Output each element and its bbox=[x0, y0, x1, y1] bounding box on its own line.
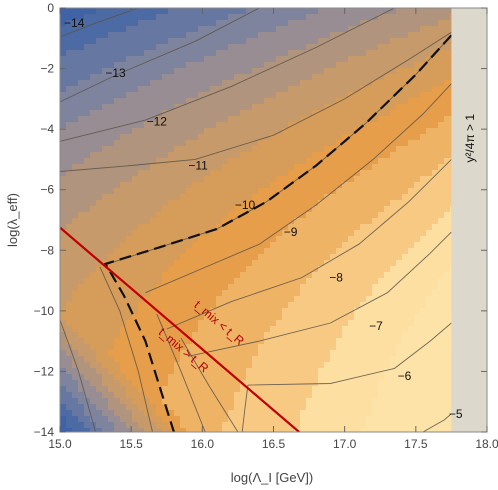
contour-line bbox=[60, 8, 395, 142]
contour-line bbox=[247, 322, 452, 386]
contour-line bbox=[60, 31, 452, 172]
y-tick-label: −14 bbox=[34, 425, 55, 439]
x-tick-label: 15.5 bbox=[119, 437, 143, 451]
contour-line bbox=[422, 413, 452, 432]
x-tick-label: 18.0 bbox=[475, 437, 498, 451]
y-tick-label: −10 bbox=[34, 304, 55, 318]
contour-level-label: −14 bbox=[64, 16, 85, 30]
tmix-boundary-line bbox=[60, 226, 300, 432]
y-tick-label: −2 bbox=[40, 62, 54, 76]
contour-line bbox=[156, 313, 206, 432]
contour-level-label: −7 bbox=[369, 319, 383, 333]
y-axis-title: log(λ_eff) bbox=[5, 193, 20, 247]
contour-level-label: −6 bbox=[398, 369, 412, 383]
x-tick-label: 17.5 bbox=[404, 437, 428, 451]
x-tick-label: 15.0 bbox=[48, 437, 72, 451]
contour-line bbox=[99, 266, 153, 432]
contour-line bbox=[60, 8, 260, 103]
contour-line bbox=[60, 8, 139, 38]
contour-line bbox=[180, 337, 239, 432]
contour-line bbox=[145, 83, 452, 294]
contour-level-label: −10 bbox=[235, 198, 256, 212]
excluded-region bbox=[451, 8, 487, 432]
y-tick-label: −4 bbox=[40, 122, 54, 136]
contour-level-label: −12 bbox=[147, 115, 168, 129]
contour-line bbox=[241, 385, 249, 432]
contour-level-label: −13 bbox=[105, 66, 126, 80]
x-tick-label: 17.0 bbox=[333, 437, 357, 451]
contour-level-label: −11 bbox=[188, 158, 208, 172]
x-axis-title: log(Λ_I [GeV]) bbox=[231, 470, 313, 485]
contour-level-label: −9 bbox=[284, 225, 298, 239]
contour-level-label: −5 bbox=[449, 407, 463, 421]
y-tick-label: 0 bbox=[47, 1, 54, 15]
contour-line bbox=[188, 231, 452, 357]
x-tick-label: 16.0 bbox=[191, 437, 215, 451]
y-tick-label: −6 bbox=[40, 183, 54, 197]
contour-level-label: −8 bbox=[329, 271, 343, 285]
dashed-contour-boundary bbox=[103, 34, 453, 432]
axis-ticks: 15.0 15.5 16.0 16.5 17.0 17.5 18.0 0 −2 −4 −6 −8 −10… bbox=[34, 1, 498, 451]
contour-line bbox=[166, 159, 452, 330]
contour-line bbox=[60, 319, 97, 432]
excluded-region-label: y²/4π > 1 bbox=[463, 114, 477, 163]
y-tick-label: −8 bbox=[40, 243, 54, 257]
contour-level-labels: −14 −13 −12 −11 −10 −9 −8 −7 −6 −5 bbox=[64, 16, 463, 421]
y-tick-label: −12 bbox=[34, 364, 55, 378]
x-tick-label: 16.5 bbox=[262, 437, 286, 451]
